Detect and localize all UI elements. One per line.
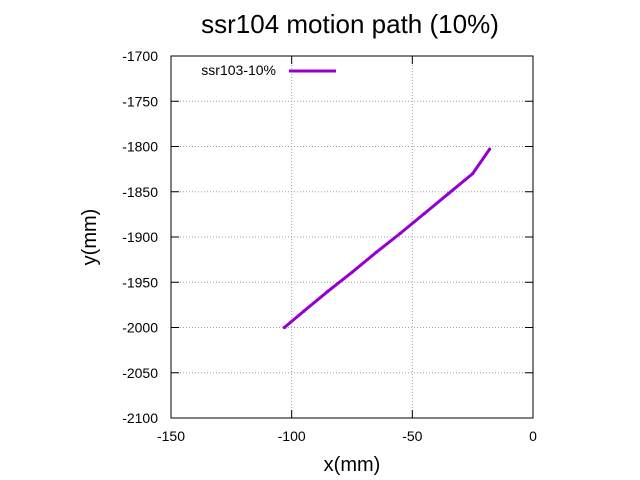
data-point (422, 211, 426, 216)
data-point (398, 231, 402, 235)
data-point (446, 191, 451, 196)
legend: ssr103-10% (201, 62, 336, 78)
y-tick-label: -1950 (122, 274, 158, 290)
axis-ticks: -150 -100 -50 0 -2100 -2050 -2000 -1950 -1900 -18… (122, 48, 537, 444)
y-tick-label: -1750 (122, 93, 158, 109)
y-tick-label: -1850 (122, 184, 158, 200)
data-point (282, 325, 287, 330)
x-tick-label: -100 (278, 428, 306, 444)
y-tick-label: -1900 (122, 229, 158, 245)
data-point (350, 270, 354, 274)
data-point (487, 147, 492, 151)
grid-lines (171, 56, 533, 418)
x-tick-label: -50 (402, 428, 422, 444)
data-point (302, 309, 306, 313)
y-tick-label: -2050 (122, 365, 158, 381)
series-layer (282, 147, 492, 330)
legend-label: ssr103-10% (201, 62, 276, 78)
chart-title: ssr104 motion path (10%) (201, 9, 499, 39)
x-axis-title: x(mm) (324, 454, 381, 476)
x-tick-label: 0 (529, 428, 537, 444)
data-point (471, 172, 475, 176)
y-tick-label: -2100 (122, 410, 158, 426)
y-tick-label: -2000 (122, 320, 158, 336)
data-point (374, 250, 378, 254)
series-line (282, 147, 492, 329)
y-tick-label: -1700 (122, 48, 158, 64)
y-axis-title: y(mm) (79, 209, 101, 266)
x-tick-label: -150 (157, 428, 185, 444)
data-point (326, 289, 330, 293)
y-tick-label: -1800 (122, 139, 158, 155)
